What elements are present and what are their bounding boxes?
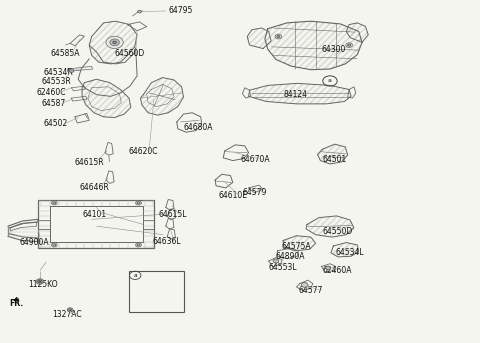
Text: 64615R: 64615R (75, 158, 105, 167)
Text: 64579: 64579 (243, 188, 267, 197)
Circle shape (137, 202, 140, 204)
Text: 62460A: 62460A (323, 266, 352, 275)
Text: 64680A: 64680A (183, 123, 213, 132)
Circle shape (148, 296, 165, 308)
Circle shape (113, 41, 117, 44)
Text: a: a (133, 273, 137, 278)
Circle shape (136, 243, 142, 247)
FancyBboxPatch shape (129, 271, 184, 311)
Text: 64553L: 64553L (269, 263, 297, 272)
Text: 64534L: 64534L (336, 248, 364, 257)
Text: 64646R: 64646R (80, 183, 109, 192)
Circle shape (69, 309, 72, 311)
Text: 84124: 84124 (283, 91, 307, 99)
Text: 86825C: 86825C (135, 285, 158, 290)
Circle shape (69, 69, 74, 72)
Text: 86869: 86869 (135, 291, 154, 296)
Text: 64560D: 64560D (115, 49, 145, 58)
Circle shape (325, 266, 330, 270)
Text: 64300: 64300 (322, 45, 346, 55)
Text: 64795: 64795 (168, 7, 192, 15)
Circle shape (51, 201, 57, 205)
Text: 1125KO: 1125KO (28, 280, 58, 289)
Circle shape (37, 280, 42, 283)
Circle shape (39, 281, 41, 282)
Circle shape (138, 10, 142, 13)
Text: 64585A: 64585A (51, 49, 81, 58)
Text: 62460C: 62460C (36, 88, 66, 97)
Text: 64636L: 64636L (153, 237, 181, 246)
Text: 64610E: 64610E (218, 191, 248, 200)
Circle shape (67, 308, 73, 312)
Circle shape (273, 259, 279, 263)
Circle shape (154, 300, 159, 304)
Circle shape (275, 34, 282, 39)
Text: 64577: 64577 (299, 285, 323, 295)
Text: 64575A: 64575A (281, 242, 311, 251)
Circle shape (348, 44, 350, 46)
Circle shape (53, 202, 56, 204)
Text: 64890A: 64890A (276, 252, 305, 261)
Text: 64553R: 64553R (41, 77, 71, 86)
Circle shape (106, 36, 123, 48)
Text: 64501: 64501 (323, 155, 347, 164)
Circle shape (137, 244, 140, 246)
Text: 64670A: 64670A (241, 155, 271, 164)
Text: 64534R: 64534R (44, 68, 73, 77)
Text: 1327AC: 1327AC (52, 310, 82, 319)
Circle shape (346, 43, 352, 47)
Circle shape (136, 201, 142, 205)
Text: 64587: 64587 (41, 99, 66, 108)
Text: a: a (328, 79, 332, 83)
Text: FR.: FR. (9, 299, 24, 308)
Text: 64615L: 64615L (158, 210, 187, 220)
Circle shape (110, 39, 120, 46)
Circle shape (301, 283, 308, 287)
Circle shape (151, 298, 162, 306)
Circle shape (36, 279, 44, 284)
Circle shape (53, 244, 56, 246)
Circle shape (51, 243, 57, 247)
Text: 64620C: 64620C (129, 147, 158, 156)
Text: 64550D: 64550D (323, 227, 353, 236)
Text: 64900A: 64900A (20, 238, 49, 247)
Text: 64502: 64502 (44, 119, 68, 128)
Text: 64101: 64101 (82, 210, 106, 219)
Circle shape (277, 36, 280, 38)
